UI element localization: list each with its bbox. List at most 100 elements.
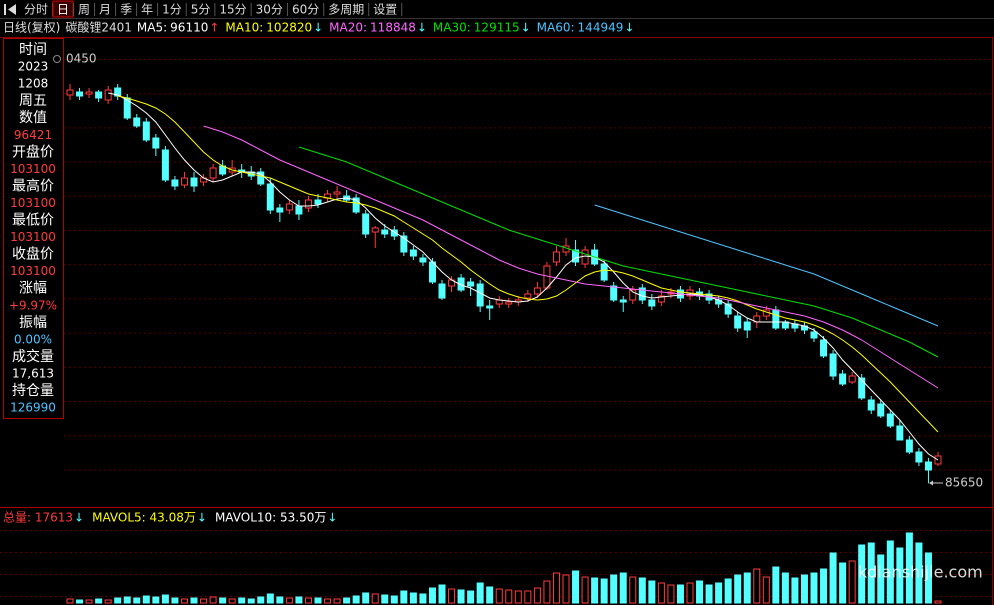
candle-body bbox=[390, 229, 398, 237]
ma-line bbox=[117, 95, 939, 433]
ma-legend-value: 118848 bbox=[370, 21, 416, 35]
back-icon-bar bbox=[4, 4, 6, 15]
low-price-label: 85650 bbox=[945, 476, 983, 490]
volume-bar bbox=[476, 582, 484, 604]
info-line: 周五 bbox=[19, 93, 47, 109]
candle-body bbox=[839, 373, 847, 385]
candle-body bbox=[743, 321, 751, 331]
info-panel bbox=[3, 38, 64, 419]
volume-bar bbox=[657, 582, 665, 604]
candle-body bbox=[657, 295, 665, 303]
toolbar-tab[interactable]: 60分 bbox=[292, 3, 319, 17]
volume-bar bbox=[381, 594, 389, 604]
volume-bar bbox=[123, 596, 131, 604]
toolbar-tab[interactable]: 多周期 bbox=[328, 3, 364, 17]
volume-bar bbox=[219, 597, 227, 604]
back-icon[interactable] bbox=[4, 4, 16, 15]
info-line: 103100 bbox=[10, 230, 56, 244]
info-line: 17,613 bbox=[12, 366, 54, 380]
volume-bar bbox=[333, 598, 341, 604]
candle-body bbox=[114, 87, 122, 97]
gear-icon[interactable] bbox=[53, 55, 61, 63]
toolbar-tab[interactable]: 日 bbox=[57, 3, 69, 17]
volume-bar bbox=[209, 596, 217, 604]
toolbar-tab[interactable]: 月 bbox=[99, 3, 111, 17]
volume-bar bbox=[581, 576, 589, 604]
candle-body bbox=[886, 413, 894, 427]
ma-legend-value: 144949 bbox=[578, 21, 624, 35]
candle-body bbox=[400, 235, 408, 253]
ma-legend-trend: ↓ bbox=[624, 21, 634, 35]
candle-body bbox=[896, 425, 904, 441]
volume-bar bbox=[409, 592, 417, 604]
candle-body bbox=[85, 91, 93, 95]
volume-bar bbox=[266, 593, 274, 604]
back-icon-arrow bbox=[8, 4, 16, 15]
watermark: kdianshijie.com bbox=[858, 563, 983, 582]
volume-bar bbox=[734, 574, 742, 604]
toolbar-tab[interactable]: 设置 bbox=[373, 3, 397, 17]
toolbar-tab[interactable]: 30分 bbox=[256, 3, 283, 17]
info-line: 收盘价 bbox=[12, 246, 54, 263]
volume-legend-trend: ↓ bbox=[327, 511, 337, 525]
volume-bar bbox=[66, 598, 74, 604]
toolbar-tab[interactable]: 季 bbox=[120, 3, 132, 17]
candle-body bbox=[648, 299, 656, 307]
volume-bar bbox=[114, 597, 122, 604]
toolbar-tab[interactable]: 15分 bbox=[219, 3, 246, 17]
info-line: 最低价 bbox=[12, 213, 54, 229]
candle-body bbox=[533, 287, 541, 295]
candle-body bbox=[209, 167, 217, 179]
volume-bar bbox=[820, 568, 828, 604]
candle-body bbox=[829, 353, 837, 377]
volume-bar bbox=[629, 576, 637, 604]
toolbar-tab[interactable]: 分时 bbox=[24, 3, 48, 17]
candle-body bbox=[352, 197, 360, 213]
candle-body bbox=[867, 399, 875, 411]
info-line: 1208 bbox=[18, 77, 49, 91]
toolbar-tab[interactable]: 5分 bbox=[191, 3, 211, 17]
info-line: 振幅 bbox=[19, 315, 47, 331]
volume-bar bbox=[648, 580, 656, 604]
candle-body bbox=[276, 207, 284, 213]
candle-body bbox=[266, 183, 274, 211]
ma-line bbox=[203, 125, 939, 389]
volume-bar bbox=[743, 572, 751, 604]
volume-bar bbox=[161, 594, 169, 604]
info-line: 开盘价 bbox=[12, 143, 54, 160]
candle-body bbox=[362, 213, 370, 235]
toolbar-tab[interactable]: 1分 bbox=[162, 3, 182, 17]
volume-legend-text: MAVOL5: 43.08万 bbox=[92, 511, 196, 525]
volume-bar bbox=[76, 599, 84, 604]
candle-body bbox=[76, 91, 84, 97]
candle-body bbox=[724, 303, 732, 315]
volume-bar bbox=[591, 577, 599, 604]
info-lines: 时间20231208周五数值96421开盘价103100最高价103100最低价… bbox=[9, 42, 57, 415]
chart-title: 碳酸锂2401 bbox=[65, 20, 132, 35]
header: 分时日周月季年 1分 5分 15分 30分 60分 多周期 设置日线(复权) 碳酸锂2401 MA… bbox=[3, 0, 634, 525]
volume-bar bbox=[924, 552, 932, 604]
ma-legend-value: 96110 bbox=[170, 21, 208, 35]
toolbar-tab[interactable]: 周 bbox=[78, 3, 90, 17]
info-line: 持仓量 bbox=[12, 383, 54, 399]
candle-body bbox=[486, 305, 494, 309]
candle-body bbox=[314, 199, 322, 205]
volume-bar bbox=[104, 599, 112, 604]
candle-body bbox=[457, 277, 465, 291]
candle-body bbox=[915, 451, 923, 463]
candle-body bbox=[285, 203, 293, 211]
volume-bar bbox=[781, 572, 789, 604]
volume-bar bbox=[772, 566, 780, 604]
toolbar-tab[interactable]: 年 bbox=[141, 3, 153, 17]
info-line: 涨幅 bbox=[19, 281, 47, 297]
info-line: 103100 bbox=[10, 162, 56, 176]
volume-bar bbox=[886, 540, 894, 604]
volume-bar bbox=[505, 589, 513, 604]
candle-body bbox=[467, 281, 475, 287]
volume-bar bbox=[390, 595, 398, 604]
volume-bar bbox=[810, 572, 818, 604]
candle-body bbox=[142, 121, 150, 141]
volume-bar bbox=[676, 584, 684, 604]
volume-bar bbox=[324, 598, 332, 604]
